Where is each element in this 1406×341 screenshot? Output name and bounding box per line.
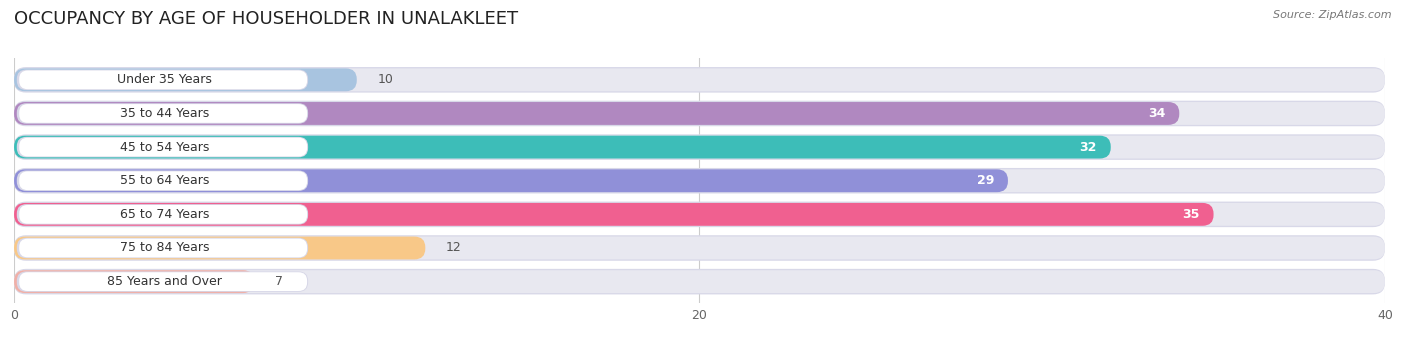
FancyBboxPatch shape <box>14 203 1213 226</box>
FancyBboxPatch shape <box>17 204 308 225</box>
FancyBboxPatch shape <box>14 102 1180 125</box>
FancyBboxPatch shape <box>14 101 1385 126</box>
Text: Source: ZipAtlas.com: Source: ZipAtlas.com <box>1274 10 1392 20</box>
FancyBboxPatch shape <box>14 168 1385 193</box>
FancyBboxPatch shape <box>20 138 307 157</box>
FancyBboxPatch shape <box>14 237 425 260</box>
Text: 35 to 44 Years: 35 to 44 Years <box>121 107 209 120</box>
FancyBboxPatch shape <box>14 202 1385 227</box>
FancyBboxPatch shape <box>17 238 308 258</box>
Text: OCCUPANCY BY AGE OF HOUSEHOLDER IN UNALAKLEET: OCCUPANCY BY AGE OF HOUSEHOLDER IN UNALA… <box>14 10 519 28</box>
FancyBboxPatch shape <box>14 203 1385 226</box>
Text: 45 to 54 Years: 45 to 54 Years <box>120 140 209 153</box>
FancyBboxPatch shape <box>20 205 307 224</box>
FancyBboxPatch shape <box>14 169 1008 192</box>
FancyBboxPatch shape <box>17 271 308 292</box>
FancyBboxPatch shape <box>17 103 308 124</box>
FancyBboxPatch shape <box>14 134 1385 160</box>
FancyBboxPatch shape <box>14 136 1111 159</box>
FancyBboxPatch shape <box>14 235 1385 261</box>
FancyBboxPatch shape <box>17 170 308 191</box>
Text: 55 to 64 Years: 55 to 64 Years <box>120 174 209 187</box>
Text: 29: 29 <box>977 174 994 187</box>
Text: 7: 7 <box>274 275 283 288</box>
Text: 10: 10 <box>377 73 394 86</box>
FancyBboxPatch shape <box>14 237 1385 260</box>
Text: 35: 35 <box>1182 208 1199 221</box>
FancyBboxPatch shape <box>14 270 254 293</box>
FancyBboxPatch shape <box>14 136 1385 159</box>
FancyBboxPatch shape <box>20 71 307 89</box>
Text: 85 Years and Over: 85 Years and Over <box>107 275 222 288</box>
FancyBboxPatch shape <box>20 239 307 257</box>
Text: Under 35 Years: Under 35 Years <box>118 73 212 86</box>
Text: 65 to 74 Years: 65 to 74 Years <box>120 208 209 221</box>
Text: 34: 34 <box>1149 107 1166 120</box>
FancyBboxPatch shape <box>20 172 307 190</box>
Text: 75 to 84 Years: 75 to 84 Years <box>120 241 209 254</box>
FancyBboxPatch shape <box>17 70 308 90</box>
FancyBboxPatch shape <box>14 269 1385 294</box>
Text: 12: 12 <box>446 241 461 254</box>
FancyBboxPatch shape <box>14 67 1385 93</box>
FancyBboxPatch shape <box>20 272 307 291</box>
FancyBboxPatch shape <box>14 270 1385 293</box>
FancyBboxPatch shape <box>17 137 308 157</box>
FancyBboxPatch shape <box>14 169 1385 192</box>
FancyBboxPatch shape <box>20 104 307 123</box>
FancyBboxPatch shape <box>14 69 357 91</box>
FancyBboxPatch shape <box>14 102 1385 125</box>
Text: 32: 32 <box>1080 140 1097 153</box>
FancyBboxPatch shape <box>14 69 1385 91</box>
